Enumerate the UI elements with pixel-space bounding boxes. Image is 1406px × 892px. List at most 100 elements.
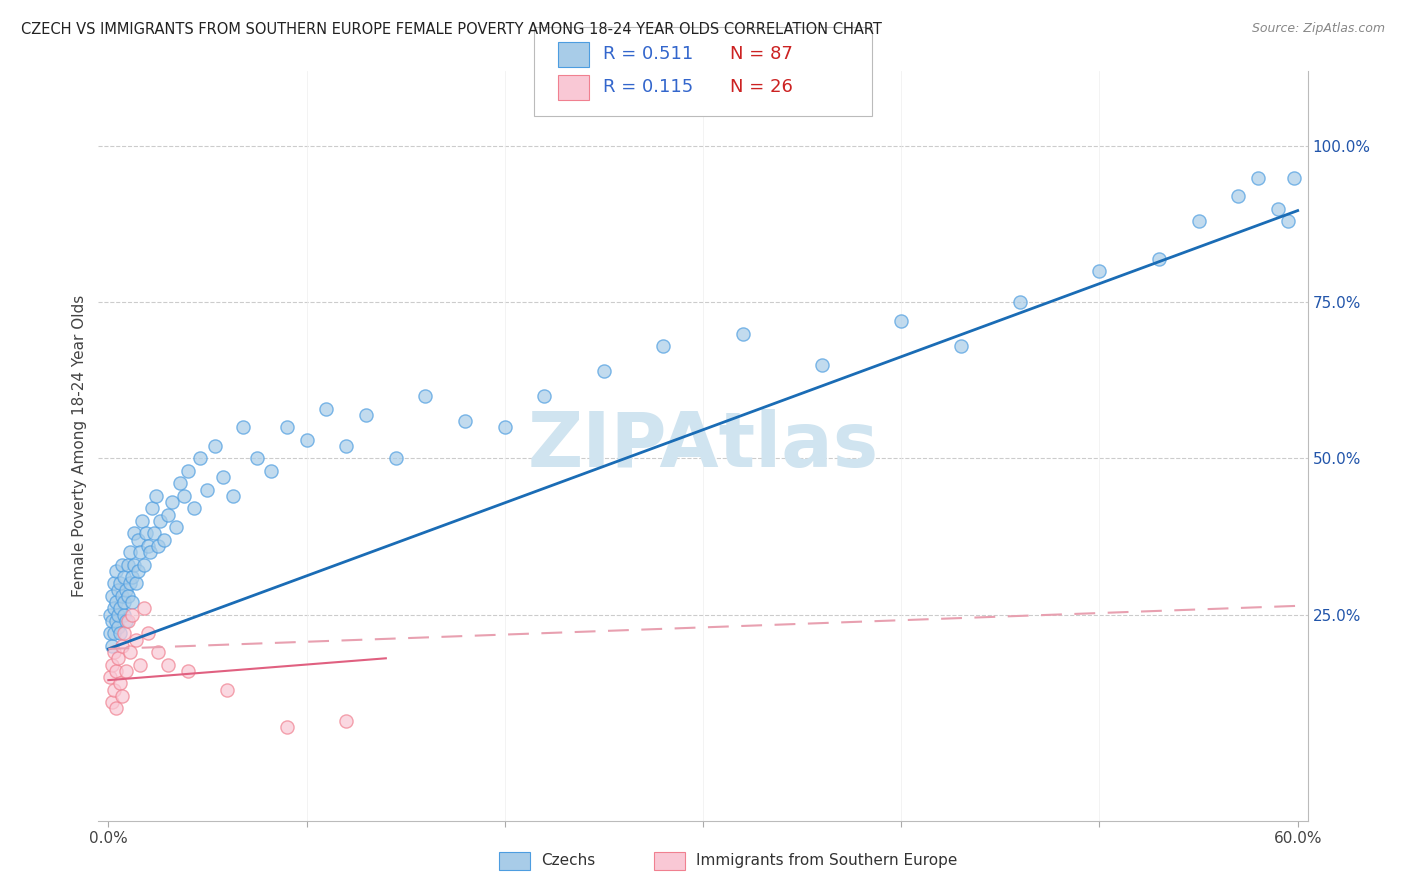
- Point: [105, 701, 128, 715]
- Point: [129, 657, 152, 672]
- Point: [142, 526, 165, 541]
- Point: [593, 364, 616, 378]
- Point: [120, 576, 142, 591]
- Point: [276, 420, 298, 434]
- Text: N = 87: N = 87: [730, 45, 793, 63]
- Point: [1277, 214, 1299, 228]
- Point: [276, 720, 298, 734]
- Text: CZECH VS IMMIGRANTS FROM SOUTHERN EUROPE FEMALE POVERTY AMONG 18-24 YEAR OLDS CO: CZECH VS IMMIGRANTS FROM SOUTHERN EUROPE…: [21, 22, 882, 37]
- Point: [103, 682, 125, 697]
- Point: [120, 545, 142, 559]
- Point: [103, 576, 125, 591]
- Point: [111, 589, 134, 603]
- Point: [132, 601, 155, 615]
- Point: [103, 645, 125, 659]
- Point: [139, 545, 162, 559]
- Point: [136, 626, 159, 640]
- Point: [335, 714, 357, 728]
- Point: [101, 657, 124, 672]
- Point: [454, 414, 477, 428]
- Point: [315, 401, 337, 416]
- Point: [232, 420, 254, 434]
- Point: [110, 626, 132, 640]
- Point: [149, 514, 172, 528]
- Point: [1088, 264, 1111, 278]
- Point: [204, 439, 226, 453]
- Point: [533, 389, 555, 403]
- Point: [110, 576, 132, 591]
- Point: [494, 420, 516, 434]
- Point: [117, 558, 139, 572]
- Point: [105, 564, 128, 578]
- Point: [115, 582, 138, 597]
- Point: [415, 389, 437, 403]
- Point: [112, 570, 135, 584]
- Point: [811, 358, 834, 372]
- Point: [335, 439, 357, 453]
- Text: Source: ZipAtlas.com: Source: ZipAtlas.com: [1251, 22, 1385, 36]
- Point: [1267, 202, 1289, 216]
- Point: [121, 570, 143, 584]
- Point: [127, 564, 149, 578]
- Point: [176, 664, 198, 678]
- Point: [98, 626, 121, 640]
- Point: [153, 533, 176, 547]
- Point: [107, 651, 129, 665]
- Point: [183, 501, 205, 516]
- Point: [136, 539, 159, 553]
- Point: [110, 601, 132, 615]
- Point: [145, 489, 167, 503]
- Point: [112, 626, 135, 640]
- Point: [125, 576, 148, 591]
- Point: [121, 595, 143, 609]
- Point: [1187, 214, 1209, 228]
- Point: [169, 476, 191, 491]
- Text: ZIPAtlas: ZIPAtlas: [527, 409, 879, 483]
- Point: [260, 464, 283, 478]
- Point: [731, 326, 754, 341]
- Point: [120, 645, 142, 659]
- Point: [121, 607, 143, 622]
- Point: [111, 689, 134, 703]
- Point: [122, 526, 145, 541]
- Point: [101, 639, 124, 653]
- Point: [949, 339, 972, 353]
- Point: [111, 639, 134, 653]
- Text: R = 0.511: R = 0.511: [603, 45, 693, 63]
- Point: [105, 614, 128, 628]
- Point: [107, 620, 129, 634]
- Point: [156, 508, 179, 522]
- Point: [652, 339, 675, 353]
- Point: [129, 545, 152, 559]
- Point: [112, 595, 135, 609]
- Point: [98, 607, 121, 622]
- Point: [176, 464, 198, 478]
- Point: [890, 314, 912, 328]
- Point: [117, 614, 139, 628]
- Text: R = 0.115: R = 0.115: [603, 78, 693, 96]
- Y-axis label: Female Poverty Among 18-24 Year Olds: Female Poverty Among 18-24 Year Olds: [72, 295, 87, 597]
- Point: [1227, 189, 1250, 203]
- Point: [1147, 252, 1170, 266]
- Text: N = 26: N = 26: [730, 78, 793, 96]
- Point: [173, 489, 195, 503]
- Point: [125, 632, 148, 647]
- Point: [122, 558, 145, 572]
- Point: [212, 470, 235, 484]
- Text: Czechs: Czechs: [541, 854, 596, 868]
- Point: [107, 582, 129, 597]
- Point: [103, 601, 125, 615]
- Point: [197, 483, 219, 497]
- Point: [246, 451, 269, 466]
- Point: [101, 589, 124, 603]
- Point: [111, 558, 134, 572]
- Point: [165, 520, 187, 534]
- Text: Immigrants from Southern Europe: Immigrants from Southern Europe: [696, 854, 957, 868]
- Point: [101, 695, 124, 709]
- Point: [188, 451, 211, 466]
- Point: [127, 533, 149, 547]
- Point: [160, 495, 183, 509]
- Point: [295, 433, 318, 447]
- Point: [107, 607, 129, 622]
- Point: [105, 664, 128, 678]
